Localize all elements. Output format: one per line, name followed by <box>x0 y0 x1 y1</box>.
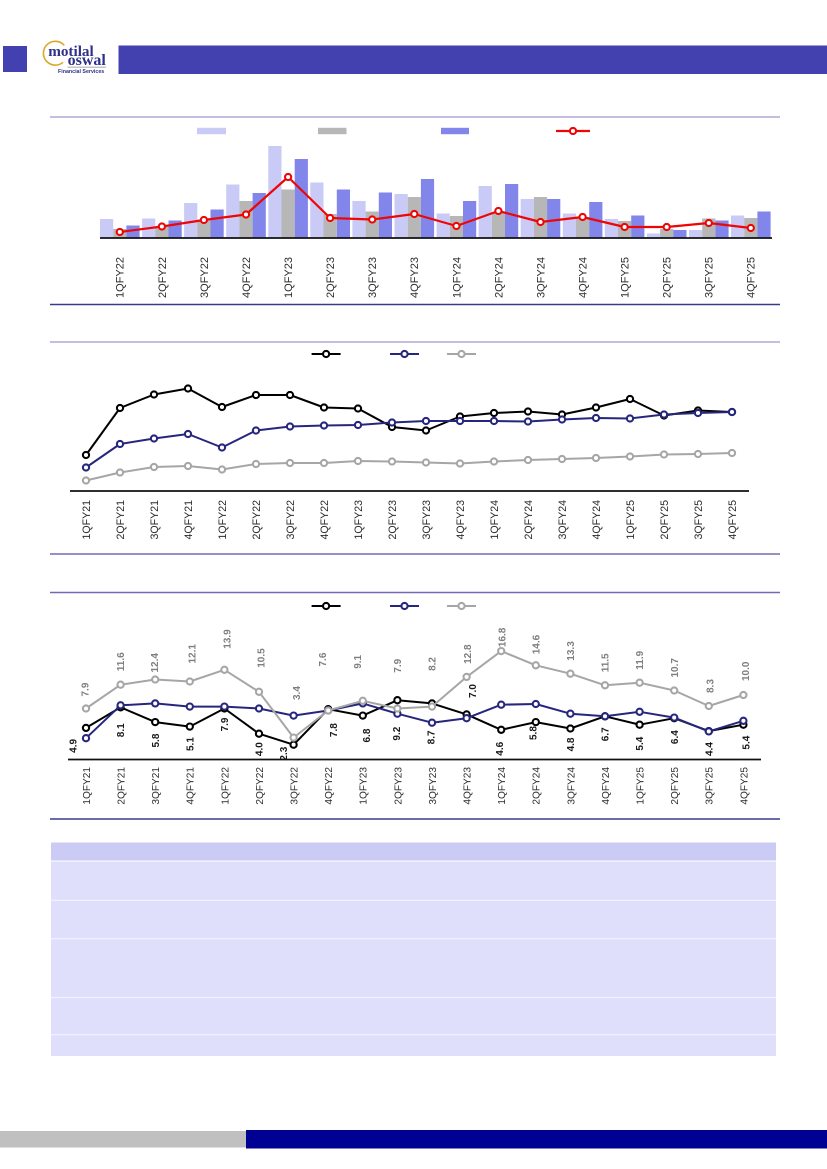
svg-text:2QFY24: 2QFY24 <box>523 500 535 540</box>
svg-text:4.6: 4.6 <box>495 741 506 755</box>
svg-text:1QFY23: 1QFY23 <box>283 257 295 298</box>
svg-text:11.5: 11.5 <box>601 653 612 672</box>
svg-text:3QFY24: 3QFY24 <box>566 767 577 805</box>
svg-text:4.8: 4.8 <box>566 737 577 751</box>
svg-text:12.4: 12.4 <box>150 653 161 673</box>
svg-text:14.6: 14.6 <box>531 634 542 654</box>
svg-text:7.9: 7.9 <box>393 658 404 672</box>
svg-text:2QFY25: 2QFY25 <box>670 767 681 805</box>
svg-text:3.4: 3.4 <box>292 686 303 700</box>
svg-text:3QFY22: 3QFY22 <box>199 257 211 298</box>
svg-text:8.7: 8.7 <box>427 730 438 744</box>
svg-text:1QFY23: 1QFY23 <box>353 500 365 540</box>
svg-text:motilal: motilal <box>48 43 94 60</box>
svg-text:9.1: 9.1 <box>353 654 364 668</box>
svg-text:2QFY22: 2QFY22 <box>157 257 169 298</box>
svg-text:4QFY24: 4QFY24 <box>578 257 590 298</box>
svg-text:4QFY24: 4QFY24 <box>591 500 603 540</box>
svg-text:3QFY21: 3QFY21 <box>149 500 161 540</box>
svg-text:8.2: 8.2 <box>428 657 439 671</box>
svg-text:13.3: 13.3 <box>566 641 577 661</box>
svg-text:3QFY22: 3QFY22 <box>290 767 301 805</box>
svg-text:2QFY23: 2QFY23 <box>325 257 337 298</box>
svg-text:2QFY21: 2QFY21 <box>117 767 128 805</box>
svg-text:12.1: 12.1 <box>188 644 199 664</box>
svg-text:10.7: 10.7 <box>670 658 681 678</box>
svg-text:3QFY25: 3QFY25 <box>705 767 716 805</box>
svg-text:1QFY25: 1QFY25 <box>636 767 647 805</box>
svg-text:7.9: 7.9 <box>81 682 92 696</box>
svg-text:2.3: 2.3 <box>279 746 290 760</box>
svg-text:4.4: 4.4 <box>705 742 716 756</box>
svg-text:Financial Services: Financial Services <box>58 69 104 75</box>
svg-text:1QFY24: 1QFY24 <box>451 257 463 298</box>
svg-text:3QFY23: 3QFY23 <box>428 767 439 805</box>
svg-text:1QFY23: 1QFY23 <box>359 767 370 805</box>
svg-text:3QFY21: 3QFY21 <box>151 767 162 805</box>
svg-text:4QFY23: 4QFY23 <box>463 767 474 805</box>
svg-text:1QFY21: 1QFY21 <box>82 767 93 805</box>
svg-text:3QFY23: 3QFY23 <box>367 257 379 298</box>
svg-text:9.2: 9.2 <box>392 726 403 740</box>
svg-text:16.8: 16.8 <box>497 627 508 647</box>
svg-text:3QFY22: 3QFY22 <box>285 500 297 540</box>
svg-text:7.0: 7.0 <box>468 684 479 698</box>
svg-text:2QFY23: 2QFY23 <box>387 500 399 540</box>
svg-text:4QFY25: 4QFY25 <box>746 257 758 298</box>
svg-text:4QFY23: 4QFY23 <box>409 257 421 298</box>
svg-text:3QFY24: 3QFY24 <box>557 500 569 540</box>
svg-text:4QFY25: 4QFY25 <box>739 767 750 805</box>
svg-text:6.4: 6.4 <box>670 730 681 744</box>
svg-text:10.5: 10.5 <box>257 648 268 668</box>
svg-text:1QFY25: 1QFY25 <box>625 500 637 540</box>
svg-text:4QFY23: 4QFY23 <box>455 500 467 540</box>
svg-text:5.1: 5.1 <box>186 737 197 751</box>
svg-text:1QFY22: 1QFY22 <box>217 500 229 540</box>
svg-text:1QFY25: 1QFY25 <box>620 257 632 298</box>
svg-text:2QFY22: 2QFY22 <box>251 500 263 540</box>
svg-text:2QFY24: 2QFY24 <box>532 767 543 805</box>
svg-text:4QFY21: 4QFY21 <box>186 767 197 805</box>
svg-text:10.0: 10.0 <box>741 661 752 681</box>
svg-text:2QFY23: 2QFY23 <box>393 767 404 805</box>
svg-text:2QFY21: 2QFY21 <box>115 500 127 540</box>
svg-text:2QFY24: 2QFY24 <box>493 257 505 298</box>
svg-text:3QFY23: 3QFY23 <box>421 500 433 540</box>
svg-text:1QFY22: 1QFY22 <box>220 767 231 805</box>
svg-text:4QFY22: 4QFY22 <box>324 767 335 805</box>
svg-text:4QFY21: 4QFY21 <box>183 500 195 540</box>
svg-text:1QFY24: 1QFY24 <box>497 767 508 805</box>
svg-text:8.3: 8.3 <box>706 679 717 693</box>
svg-text:11.9: 11.9 <box>635 650 646 669</box>
svg-text:5.4: 5.4 <box>635 736 646 750</box>
svg-text:5.4: 5.4 <box>742 735 753 749</box>
svg-text:3QFY24: 3QFY24 <box>535 257 547 298</box>
svg-text:7.6: 7.6 <box>318 652 329 666</box>
svg-text:2QFY25: 2QFY25 <box>659 500 671 540</box>
svg-text:4.9: 4.9 <box>69 738 80 752</box>
svg-text:12.8: 12.8 <box>463 644 474 664</box>
svg-text:2QFY25: 2QFY25 <box>662 257 674 298</box>
svg-text:4QFY22: 4QFY22 <box>241 257 253 298</box>
svg-text:7.9: 7.9 <box>220 717 231 731</box>
svg-text:5.8: 5.8 <box>151 733 162 747</box>
svg-text:1QFY22: 1QFY22 <box>115 257 127 298</box>
svg-text:3QFY25: 3QFY25 <box>693 500 705 540</box>
svg-text:13.9: 13.9 <box>223 629 234 649</box>
svg-text:4QFY25: 4QFY25 <box>727 500 739 540</box>
svg-text:3QFY25: 3QFY25 <box>704 257 716 298</box>
svg-text:7.8: 7.8 <box>329 723 340 737</box>
svg-text:4QFY22: 4QFY22 <box>319 500 331 540</box>
svg-text:6.7: 6.7 <box>601 727 612 741</box>
svg-text:8.1: 8.1 <box>116 723 127 737</box>
svg-text:4.0: 4.0 <box>255 742 266 756</box>
svg-text:1QFY21: 1QFY21 <box>81 500 93 540</box>
svg-text:oswal: oswal <box>68 52 107 69</box>
svg-text:4QFY24: 4QFY24 <box>601 767 612 805</box>
svg-text:5.8: 5.8 <box>528 726 539 740</box>
svg-text:2QFY22: 2QFY22 <box>255 767 266 805</box>
svg-text:1QFY24: 1QFY24 <box>489 500 501 540</box>
svg-text:6.8: 6.8 <box>362 728 373 742</box>
svg-text:11.6: 11.6 <box>116 652 127 671</box>
